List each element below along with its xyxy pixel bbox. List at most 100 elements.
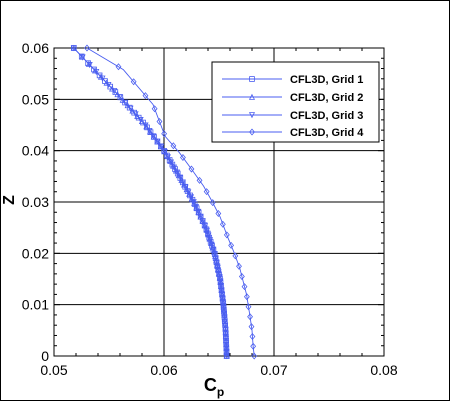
data-point bbox=[167, 159, 175, 166]
data-point bbox=[93, 68, 100, 76]
data-point bbox=[203, 227, 210, 235]
data-point bbox=[142, 122, 149, 129]
data-point bbox=[228, 241, 235, 249]
legend-marker bbox=[249, 128, 255, 136]
data-point bbox=[174, 169, 181, 176]
data-point bbox=[122, 99, 129, 107]
data-point bbox=[247, 313, 253, 321]
data-point bbox=[99, 75, 106, 82]
data-point bbox=[156, 117, 163, 125]
data-point bbox=[214, 264, 221, 272]
legend-marker bbox=[249, 76, 255, 82]
data-point bbox=[219, 220, 226, 228]
y-tick-label: 0.03 bbox=[22, 194, 49, 210]
data-point bbox=[127, 105, 134, 112]
data-point bbox=[103, 79, 110, 86]
x-axis-title-subscript: p bbox=[217, 385, 224, 399]
y-tick-label: 0 bbox=[41, 348, 49, 364]
data-point bbox=[190, 199, 197, 206]
data-point bbox=[187, 194, 195, 201]
data-point bbox=[116, 94, 123, 101]
legend-label: CFL3D, Grid 3 bbox=[290, 110, 363, 122]
data-point bbox=[161, 130, 168, 138]
data-point bbox=[214, 261, 221, 268]
data-point bbox=[97, 73, 104, 80]
data-point bbox=[188, 165, 195, 173]
data-point bbox=[84, 44, 90, 52]
x-axis-title: Cp bbox=[204, 375, 224, 399]
data-point bbox=[195, 208, 202, 215]
data-point bbox=[217, 283, 225, 290]
data-point bbox=[216, 274, 223, 281]
legend-box bbox=[211, 61, 380, 143]
y-tick-label: 0.04 bbox=[22, 143, 49, 159]
data-point bbox=[248, 323, 255, 331]
series-layer bbox=[70, 44, 258, 360]
data-point bbox=[201, 223, 209, 230]
legend-marker bbox=[248, 93, 256, 100]
data-point bbox=[220, 305, 227, 312]
data-point bbox=[142, 92, 149, 100]
data-point bbox=[217, 278, 224, 285]
data-point bbox=[249, 332, 256, 341]
data-point bbox=[223, 340, 230, 347]
data-point bbox=[85, 60, 91, 66]
data-point bbox=[220, 300, 227, 307]
data-point bbox=[86, 62, 93, 69]
y-tick-label: 0.05 bbox=[22, 91, 49, 107]
data-point bbox=[158, 143, 165, 151]
data-point bbox=[154, 138, 161, 145]
data-point bbox=[223, 231, 230, 239]
y-tick-label: 0.01 bbox=[22, 297, 49, 313]
y-axis-title: Z bbox=[1, 195, 18, 205]
data-point bbox=[115, 63, 122, 71]
data-point bbox=[223, 344, 230, 351]
data-point bbox=[146, 127, 153, 135]
data-point bbox=[221, 318, 228, 325]
data-point bbox=[236, 262, 242, 270]
legend: CFL3D, Grid 1 CFL3D, Grid 2 CFL3D, Grid … bbox=[211, 61, 380, 143]
series-line bbox=[86, 47, 255, 357]
data-point bbox=[211, 251, 218, 258]
x-axis-title-main: C bbox=[204, 375, 217, 395]
data-point bbox=[79, 54, 86, 61]
data-point bbox=[215, 209, 222, 217]
data-point bbox=[222, 331, 229, 338]
data-point bbox=[223, 348, 230, 355]
data-point bbox=[197, 213, 204, 220]
series-line bbox=[73, 47, 228, 357]
data-point bbox=[119, 96, 126, 103]
data-point bbox=[105, 81, 112, 89]
data-point bbox=[131, 109, 138, 116]
x-tick-label: 0.08 bbox=[370, 362, 397, 378]
data-point bbox=[150, 133, 157, 140]
data-point bbox=[222, 322, 229, 329]
data-point bbox=[238, 272, 245, 280]
data-point bbox=[179, 179, 186, 186]
x-tick-label: 0.05 bbox=[40, 362, 67, 378]
y-tick-label: 0.02 bbox=[22, 245, 49, 261]
data-point bbox=[222, 327, 229, 334]
data-point bbox=[203, 188, 210, 196]
data-point bbox=[219, 291, 226, 299]
data-point bbox=[213, 260, 220, 267]
data-point bbox=[243, 293, 250, 301]
data-point bbox=[137, 117, 144, 124]
data-point bbox=[151, 105, 158, 113]
data-point bbox=[164, 154, 171, 161]
y-tick-label: 0.06 bbox=[22, 40, 49, 56]
x-tick-labels: 0.05 0.06 0.07 0.08 bbox=[40, 362, 397, 378]
data-point bbox=[182, 184, 189, 191]
data-point bbox=[129, 107, 136, 114]
data-point bbox=[209, 199, 216, 207]
legend-label: CFL3D, Grid 2 bbox=[290, 92, 363, 104]
series-3 bbox=[70, 45, 230, 360]
data-point bbox=[199, 218, 206, 225]
data-point bbox=[221, 314, 228, 321]
data-point bbox=[176, 174, 184, 181]
data-point bbox=[130, 78, 137, 86]
data-point bbox=[207, 237, 214, 244]
data-point bbox=[132, 111, 139, 118]
x-tick-label: 0.07 bbox=[260, 362, 287, 378]
